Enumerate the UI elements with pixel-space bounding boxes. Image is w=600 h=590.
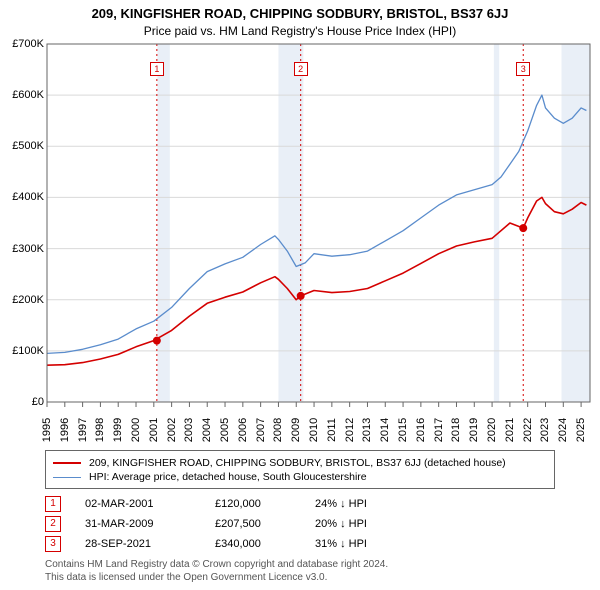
x-axis-tick-label: 2002 — [166, 418, 178, 442]
x-axis-tick-label: 2010 — [308, 418, 320, 442]
transaction-date: 28-SEP-2021 — [85, 538, 215, 550]
x-axis-tick-label: 2024 — [557, 418, 569, 442]
x-axis-tick-label: 2006 — [237, 418, 249, 442]
y-axis-tick-label: £300K — [2, 243, 44, 255]
legend: 209, KINGFISHER ROAD, CHIPPING SODBURY, … — [45, 450, 555, 489]
transaction-price: £120,000 — [215, 498, 315, 510]
attribution-footer: Contains HM Land Registry data © Crown c… — [45, 558, 388, 584]
footer-line-2: This data is licensed under the Open Gov… — [45, 571, 388, 584]
y-axis-tick-label: £600K — [2, 89, 44, 101]
transaction-date: 31-MAR-2009 — [85, 518, 215, 530]
transaction-marker-box: 3 — [45, 536, 61, 552]
x-axis-tick-label: 2013 — [361, 418, 373, 442]
x-axis-tick-label: 2020 — [486, 418, 498, 442]
transaction-marker-box: 1 — [45, 496, 61, 512]
legend-label: 209, KINGFISHER ROAD, CHIPPING SODBURY, … — [89, 457, 506, 469]
x-axis-tick-label: 2001 — [148, 418, 160, 442]
x-axis-tick-label: 2025 — [575, 418, 587, 442]
x-axis-tick-label: 2023 — [539, 418, 551, 442]
x-axis-tick-label: 2019 — [468, 418, 480, 442]
x-axis-tick-label: 2018 — [450, 418, 462, 442]
x-axis-tick-label: 1995 — [41, 418, 53, 442]
legend-swatch — [53, 477, 81, 478]
y-axis-tick-label: £0 — [2, 396, 44, 408]
x-axis-tick-label: 2017 — [433, 418, 445, 442]
transaction-hpi-diff: 31% ↓ HPI — [315, 538, 435, 550]
x-axis-tick-label: 2003 — [183, 418, 195, 442]
x-axis-tick-label: 2009 — [290, 418, 302, 442]
transaction-hpi-diff: 20% ↓ HPI — [315, 518, 435, 530]
x-axis-tick-label: 2007 — [255, 418, 267, 442]
legend-row: HPI: Average price, detached house, Sout… — [53, 470, 547, 484]
transaction-row: 2 31-MAR-2009£207,50020% ↓ HPI — [45, 514, 435, 534]
footer-line-1: Contains HM Land Registry data © Crown c… — [45, 558, 388, 571]
y-axis-tick-label: £700K — [2, 38, 44, 50]
x-axis-tick-label: 2016 — [415, 418, 427, 442]
y-axis-tick-label: £500K — [2, 140, 44, 152]
x-axis-tick-label: 1999 — [112, 418, 124, 442]
y-axis-tick-label: £200K — [2, 294, 44, 306]
x-axis-tick-label: 1996 — [59, 418, 71, 442]
x-axis-tick-label: 2012 — [344, 418, 356, 442]
x-axis-tick-label: 1998 — [94, 418, 106, 442]
chart-event-marker: 2 — [294, 62, 308, 76]
legend-swatch — [53, 462, 81, 464]
chart-event-marker: 3 — [516, 62, 530, 76]
x-axis-tick-label: 2008 — [272, 418, 284, 442]
x-axis-tick-label: 2000 — [130, 418, 142, 442]
legend-label: HPI: Average price, detached house, Sout… — [89, 471, 367, 483]
x-axis-tick-label: 1997 — [77, 418, 89, 442]
x-axis-tick-label: 2005 — [219, 418, 231, 442]
transaction-row: 1 02-MAR-2001£120,00024% ↓ HPI — [45, 494, 435, 514]
transaction-price: £207,500 — [215, 518, 315, 530]
legend-row: 209, KINGFISHER ROAD, CHIPPING SODBURY, … — [53, 456, 547, 470]
transaction-row: 3 28-SEP-2021£340,00031% ↓ HPI — [45, 534, 435, 554]
transaction-price: £340,000 — [215, 538, 315, 550]
x-axis-tick-label: 2004 — [201, 418, 213, 442]
transaction-marker-box: 2 — [45, 516, 61, 532]
x-axis-tick-label: 2022 — [522, 418, 534, 442]
transaction-hpi-diff: 24% ↓ HPI — [315, 498, 435, 510]
y-axis-tick-label: £100K — [2, 345, 44, 357]
x-axis-tick-label: 2011 — [326, 418, 338, 442]
x-axis-tick-label: 2021 — [504, 418, 516, 442]
transaction-date: 02-MAR-2001 — [85, 498, 215, 510]
y-axis-tick-label: £400K — [2, 191, 44, 203]
transactions-table: 1 02-MAR-2001£120,00024% ↓ HPI 2 31-MAR-200… — [45, 494, 435, 554]
chart-event-marker: 1 — [150, 62, 164, 76]
x-axis-tick-label: 2015 — [397, 418, 409, 442]
x-axis-tick-label: 2014 — [379, 418, 391, 442]
